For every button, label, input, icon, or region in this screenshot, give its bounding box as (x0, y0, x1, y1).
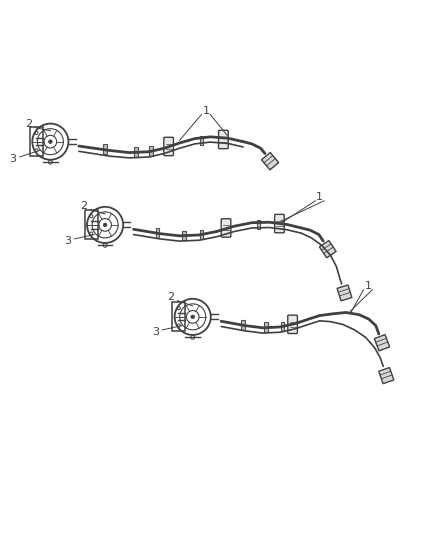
Polygon shape (379, 368, 394, 384)
Text: 3: 3 (10, 154, 17, 164)
FancyBboxPatch shape (221, 219, 231, 237)
Text: 2: 2 (80, 201, 87, 211)
Bar (182, 231, 186, 240)
Bar (103, 144, 107, 154)
Circle shape (49, 140, 52, 143)
Bar (281, 322, 284, 332)
Text: 2: 2 (167, 292, 174, 302)
Polygon shape (337, 285, 352, 301)
Text: 2: 2 (25, 119, 32, 129)
Bar (149, 146, 153, 156)
Polygon shape (261, 152, 279, 170)
Bar (156, 228, 159, 238)
Bar (134, 147, 138, 157)
Polygon shape (319, 240, 336, 258)
Text: 1: 1 (202, 106, 209, 116)
Bar (200, 135, 203, 145)
Bar (257, 220, 260, 229)
Polygon shape (374, 335, 390, 351)
Text: 1: 1 (316, 192, 323, 203)
Bar (200, 230, 203, 239)
Circle shape (103, 223, 107, 227)
Circle shape (191, 315, 194, 319)
FancyBboxPatch shape (275, 214, 284, 233)
Text: 3: 3 (152, 327, 159, 337)
FancyBboxPatch shape (219, 130, 228, 149)
Bar (241, 320, 245, 329)
Bar (264, 322, 268, 332)
Text: 3: 3 (64, 236, 71, 246)
FancyBboxPatch shape (288, 315, 297, 334)
FancyBboxPatch shape (164, 138, 173, 156)
Text: 1: 1 (364, 281, 371, 291)
